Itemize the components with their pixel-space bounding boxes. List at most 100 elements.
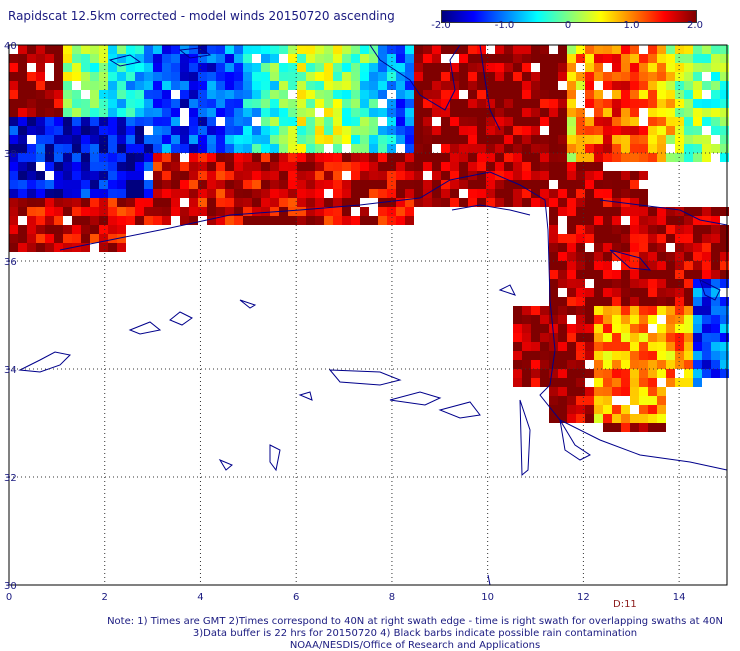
wind-cell: [297, 153, 306, 162]
wind-cell: [117, 72, 126, 81]
wind-cell: [450, 99, 459, 108]
coastline-segment: [169, 311, 193, 326]
wind-cell: [171, 135, 180, 144]
wind-cell: [603, 81, 612, 90]
wind-cell: [72, 63, 81, 72]
wind-cell: [315, 54, 324, 63]
wind-cell: [459, 63, 468, 72]
wind-cell: [225, 189, 234, 198]
wind-cell: [36, 144, 45, 153]
wind-cell: [477, 117, 486, 126]
wind-cell: [180, 162, 189, 171]
wind-cell: [342, 54, 351, 63]
wind-cell: [720, 369, 729, 378]
wind-cell: [270, 63, 279, 72]
wind-cell: [576, 216, 585, 225]
wind-cell: [603, 261, 612, 270]
wind-cell: [549, 351, 558, 360]
wind-cell: [36, 126, 45, 135]
wind-cell: [162, 180, 171, 189]
wind-cell: [99, 180, 108, 189]
wind-cell: [153, 153, 162, 162]
wind-cell: [144, 45, 153, 54]
wind-cell: [153, 108, 162, 117]
wind-cell: [99, 54, 108, 63]
wind-cell: [549, 216, 558, 225]
coastline-segment: [178, 47, 212, 59]
wind-cell: [612, 279, 621, 288]
wind-cell: [144, 63, 153, 72]
wind-cell: [189, 117, 198, 126]
wind-cell: [576, 315, 585, 324]
wind-cell: [468, 144, 477, 153]
wind-cell: [585, 333, 594, 342]
wind-cell: [657, 252, 666, 261]
wind-cell: [414, 162, 423, 171]
wind-cell: [45, 126, 54, 135]
wind-cell: [207, 45, 216, 54]
wind-cell: [639, 225, 648, 234]
wind-cell: [630, 414, 639, 423]
wind-cell: [360, 207, 369, 216]
wind-cell: [639, 234, 648, 243]
wind-cell: [333, 153, 342, 162]
wind-cell: [693, 99, 702, 108]
wind-cell: [504, 72, 513, 81]
wind-cell: [72, 54, 81, 63]
wind-cell: [279, 99, 288, 108]
wind-cell: [162, 45, 171, 54]
wind-cell: [693, 72, 702, 81]
coastline-segment: [609, 249, 652, 271]
wind-cell: [36, 81, 45, 90]
wind-cell: [486, 180, 495, 189]
wind-cell: [477, 135, 486, 144]
wind-cell: [657, 351, 666, 360]
wind-cell: [630, 261, 639, 270]
wind-cell: [27, 180, 36, 189]
wind-cell: [117, 162, 126, 171]
data-day-tag: D:11: [613, 599, 637, 610]
wind-cell: [72, 162, 81, 171]
wind-cell: [243, 126, 252, 135]
wind-cell: [603, 153, 612, 162]
wind-cell: [648, 306, 657, 315]
wind-cell: [612, 45, 621, 54]
wind-cell: [387, 144, 396, 153]
wind-cell: [27, 99, 36, 108]
wind-cell: [612, 414, 621, 423]
wind-cell: [657, 387, 666, 396]
wind-cell: [216, 72, 225, 81]
wind-cell: [585, 225, 594, 234]
wind-cell: [324, 198, 333, 207]
wind-cell: [711, 45, 720, 54]
wind-cell: [153, 63, 162, 72]
wind-cell: [72, 225, 81, 234]
wind-cell: [378, 81, 387, 90]
wind-cell: [369, 126, 378, 135]
wind-cell: [585, 369, 594, 378]
wind-cell: [657, 342, 666, 351]
wind-cell: [576, 333, 585, 342]
wind-cell: [432, 189, 441, 198]
wind-cell: [531, 189, 540, 198]
wind-cell: [693, 63, 702, 72]
wind-cell: [576, 243, 585, 252]
wind-cell: [342, 135, 351, 144]
wind-cell: [549, 396, 558, 405]
wind-cell: [666, 153, 675, 162]
wind-cell: [36, 243, 45, 252]
wind-cell: [648, 396, 657, 405]
wind-cell: [90, 198, 99, 207]
wind-cell: [585, 252, 594, 261]
wind-cell: [414, 144, 423, 153]
wind-cell: [72, 171, 81, 180]
wind-cell: [711, 279, 720, 288]
wind-cell: [612, 324, 621, 333]
wind-cell: [405, 162, 414, 171]
wind-cell: [702, 108, 711, 117]
wind-cell: [495, 144, 504, 153]
wind-cell: [648, 414, 657, 423]
wind-cell: [540, 351, 549, 360]
wind-cell: [135, 63, 144, 72]
